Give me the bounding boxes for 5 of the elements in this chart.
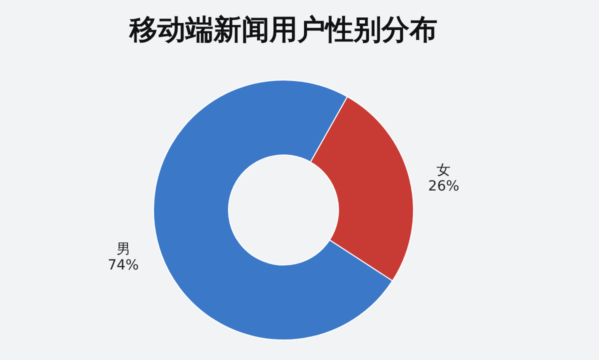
slice-label: 女 — [436, 162, 451, 179]
slice-label: 男 — [116, 241, 130, 258]
chart-title: 移动端新闻用户性别分布 — [128, 13, 438, 46]
data-label: 74% — [108, 257, 139, 274]
data-label: 26% — [428, 178, 460, 195]
